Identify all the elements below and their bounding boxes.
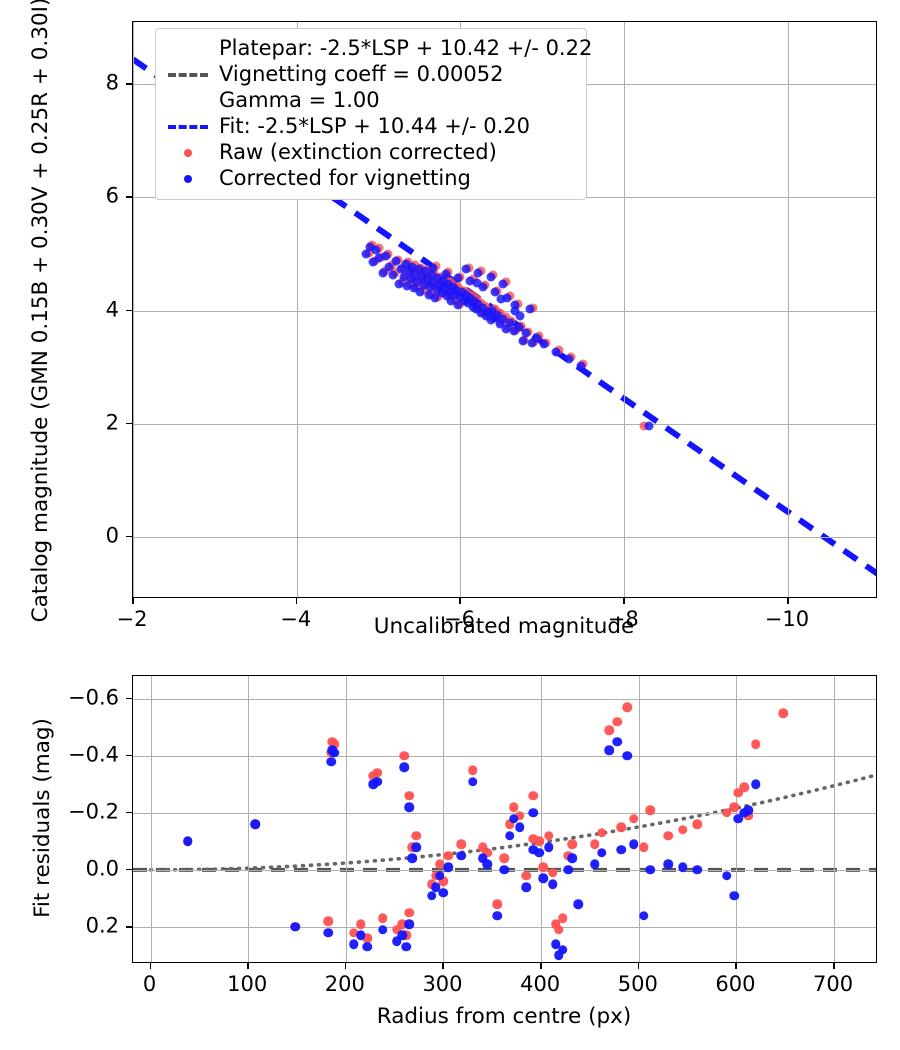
- y-tick-label: 0.2: [85, 913, 119, 938]
- x-tick: [735, 963, 737, 969]
- x-tick-label: −8: [607, 607, 639, 631]
- x-tick: [295, 598, 298, 604]
- legend-entry: Corrected for vignetting: [165, 166, 575, 192]
- legend-entry: Platepar: -2.5*LSP + 10.42 +/- 0.22: [165, 36, 592, 62]
- y-tick-label: 4: [105, 297, 119, 321]
- y-tick-label: −0.2: [68, 799, 119, 824]
- residuals-overlay: [133, 774, 876, 872]
- calibration-legend: Platepar: -2.5*LSP + 10.42 +/- 0.22 Vigne…: [155, 28, 592, 200]
- residuals-plot-area[interactable]: [132, 675, 877, 963]
- y-tick: [126, 868, 132, 871]
- y-tick-label: −0.4: [68, 742, 119, 767]
- residuals-ylabel: Fit residuals (mag): [30, 718, 55, 918]
- gridline-vertical: [296, 22, 298, 597]
- gridline-vertical: [541, 676, 543, 962]
- dashed-line-icon: [165, 73, 211, 77]
- gridline-vertical: [624, 22, 626, 597]
- gridline-vertical: [460, 22, 462, 597]
- x-tick-label: 100: [227, 972, 268, 996]
- gridline-vertical: [443, 676, 445, 962]
- gridline-horizontal: [133, 926, 876, 928]
- x-tick: [623, 598, 625, 604]
- x-tick-label: 0: [142, 972, 157, 996]
- vignetting-curve: [148, 774, 875, 872]
- gridline-vertical: [834, 676, 836, 962]
- gridline-vertical: [248, 676, 250, 962]
- gridline-vertical: [638, 676, 640, 962]
- x-tick-label: 200: [324, 972, 365, 996]
- x-tick-label: −4: [280, 607, 312, 631]
- x-tick: [833, 963, 835, 969]
- x-tick: [540, 963, 542, 969]
- x-tick: [247, 963, 249, 969]
- x-tick: [637, 963, 640, 969]
- y-tick: [126, 422, 132, 425]
- x-tick-label: 400: [520, 972, 561, 996]
- y-tick: [126, 83, 132, 85]
- y-tick: [126, 811, 132, 814]
- x-tick: [442, 963, 445, 969]
- x-tick-label: −10: [764, 607, 810, 631]
- red-marker-icon: [165, 149, 211, 157]
- gridline-horizontal: [133, 755, 876, 757]
- dashed-fit-line-icon: [165, 125, 211, 129]
- x-tick-label: −6: [443, 607, 475, 631]
- y-tick: [126, 697, 132, 700]
- gridline-horizontal: [133, 698, 876, 700]
- legend-label: Corrected for vignetting: [219, 166, 471, 191]
- gridline-horizontal: [133, 812, 876, 814]
- legend-entry: Fit: -2.5*LSP + 10.44 +/- 0.20: [165, 114, 575, 140]
- x-tick-label: 500: [617, 972, 658, 996]
- legend-label: Fit: -2.5*LSP + 10.44 +/- 0.20: [219, 114, 530, 139]
- legend-label: Vignetting coeff = 0.00052: [219, 62, 504, 87]
- x-tick-label: 300: [422, 972, 463, 996]
- y-tick-label: 2: [105, 410, 119, 435]
- gridline-horizontal: [133, 310, 876, 312]
- y-tick: [126, 925, 132, 928]
- y-tick-label: 8: [105, 70, 119, 95]
- y-tick: [126, 754, 132, 757]
- x-tick: [459, 598, 462, 604]
- gridline-vertical: [345, 676, 347, 962]
- legend-entry: Gamma = 1.00: [165, 88, 575, 114]
- gridline-vertical: [736, 676, 738, 962]
- x-tick-label: −2: [116, 607, 148, 631]
- legend-entry: Vignetting coeff = 0.00052: [165, 62, 575, 88]
- legend-entry: Raw (extinction corrected): [165, 140, 575, 166]
- y-tick-label: 0: [105, 523, 119, 548]
- x-tick: [344, 963, 347, 969]
- calibration-ylabel: Catalog magnitude (GMN 0.15B + 0.30V + 0…: [28, 0, 53, 623]
- y-tick: [126, 309, 132, 312]
- legend-label: Raw (extinction corrected): [219, 140, 497, 165]
- gridline-vertical: [150, 676, 152, 962]
- gridline-vertical: [133, 22, 134, 597]
- y-tick-label: 0.0: [85, 856, 119, 881]
- calibration-xlabel: Uncalibrated magnitude: [373, 614, 635, 639]
- gridline-horizontal: [133, 536, 876, 538]
- gridline-horizontal: [133, 423, 876, 425]
- x-tick: [132, 598, 134, 604]
- residuals-xlabel: Radius from centre (px): [376, 1004, 632, 1029]
- gridline-horizontal: [133, 869, 876, 871]
- blue-marker-icon: [165, 175, 211, 183]
- legend-label: Platepar: -2.5*LSP + 10.42 +/- 0.22: [219, 36, 593, 61]
- y-tick-label: 6: [105, 183, 119, 208]
- y-tick: [126, 535, 132, 538]
- x-tick: [786, 598, 789, 604]
- x-tick: [149, 963, 152, 969]
- x-tick-label: 700: [813, 972, 854, 996]
- y-tick-label: −0.6: [68, 685, 119, 710]
- legend-label: Gamma = 1.00: [219, 88, 380, 113]
- gridline-vertical: [787, 22, 789, 597]
- y-tick: [126, 196, 132, 198]
- x-tick-label: 600: [715, 972, 756, 996]
